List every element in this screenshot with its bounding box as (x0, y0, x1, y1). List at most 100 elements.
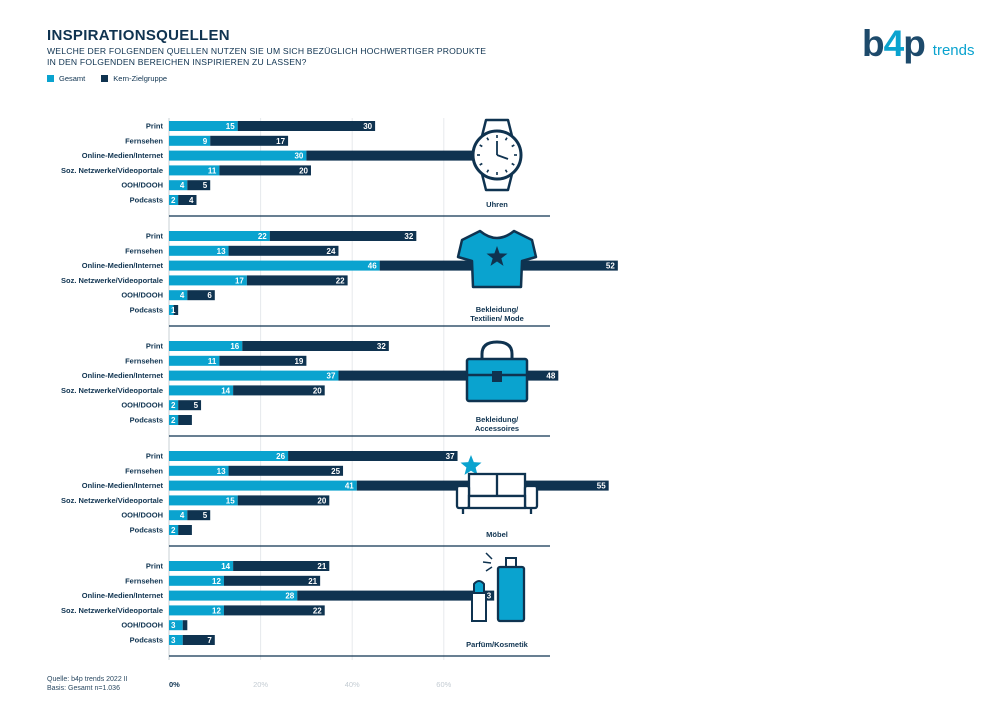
panel-label: Möbel (486, 530, 508, 539)
value-label-kern: 21 (308, 577, 317, 586)
value-label-kern: 32 (404, 232, 413, 241)
bar-kern (182, 620, 188, 631)
b4p-logo: b4p trends (862, 23, 975, 64)
value-label-gesamt: 13 (217, 467, 226, 476)
bar-kern (306, 150, 513, 161)
bar-kern (187, 290, 215, 301)
value-label-gesamt: 13 (217, 247, 226, 256)
bar-kern (178, 415, 192, 425)
panel-label: Accessoires (475, 424, 519, 433)
bar-category-label: Print (146, 562, 164, 571)
bar-category-label: Fernsehen (125, 246, 163, 255)
bar-kern (178, 525, 192, 535)
bar-category-label: Online-Medien/Internet (82, 591, 164, 600)
bar-kern (178, 195, 197, 205)
bar-kern (269, 231, 417, 241)
bar-gesamt (169, 495, 238, 506)
value-label-kern: 37 (446, 452, 455, 461)
bar-category-label: OOH/DOOH (121, 511, 163, 520)
bar-category-label: Soz. Netzwerke/Videoportale (61, 166, 163, 175)
bar-category-label: Fernsehen (125, 356, 163, 365)
legend-label-gesamt: Gesamt (59, 74, 86, 83)
value-label-gesamt: 4 (180, 181, 185, 190)
value-label-gesamt: 2 (171, 526, 176, 535)
legend-swatch-gesamt (47, 75, 54, 82)
bar-gesamt (169, 275, 247, 286)
panel-label: Textilien/ Mode (470, 314, 524, 323)
value-label-gesamt: 11 (208, 166, 217, 175)
value-label-kern: 5 (203, 511, 208, 520)
x-tick-label: 20% (253, 680, 268, 689)
value-label-kern: 1 (180, 306, 185, 315)
value-label-gesamt: 37 (327, 372, 336, 381)
bar-gesamt (169, 290, 188, 301)
bar-category-label: Print (146, 122, 164, 131)
bar-gesamt (169, 480, 357, 491)
value-label-kern: 55 (597, 482, 606, 491)
bar-gesamt (169, 561, 234, 571)
watch-icon (471, 118, 523, 192)
value-label-gesamt: 15 (226, 122, 235, 131)
bar-kern (223, 605, 325, 616)
perfume-lipstick-icon (471, 552, 526, 623)
bar-kern (246, 275, 348, 286)
value-label-kern: 19 (294, 357, 303, 366)
bar-category-label: Print (146, 232, 164, 241)
bar-category-label: Fernsehen (125, 576, 163, 585)
page-title: INSPIRATIONSQUELLEN (47, 27, 230, 44)
bar-gesamt (169, 121, 238, 131)
value-label-gesamt: 14 (221, 386, 230, 395)
value-label-gesamt: 2 (171, 401, 176, 410)
value-label-kern: 3 (194, 416, 199, 425)
legend-item-gesamt: Gesamt (47, 74, 85, 83)
value-label-gesamt: 11 (208, 357, 217, 366)
value-label-kern: 6 (207, 291, 212, 300)
bar-kern (187, 180, 211, 191)
value-label-kern: 3 (194, 526, 199, 535)
legend: Gesamt Kern-Zielgruppe (47, 74, 183, 83)
value-label-gesamt: 14 (221, 562, 230, 571)
bar-category-label: Podcasts (130, 636, 163, 645)
bar-gesamt (169, 355, 220, 366)
bar-category-label: Soz. Netzwerke/Videoportale (61, 606, 163, 615)
basis-line: Basis: Gesamt n=1.036 (47, 685, 120, 692)
value-label-kern: 24 (327, 247, 336, 256)
bar-gesamt (169, 575, 224, 586)
source-note: Quelle: b4p trends 2022 II Basis: Gesamt… (47, 675, 128, 693)
value-label-gesamt: 2 (171, 416, 176, 425)
bar-category-label: OOH/DOOH (121, 401, 163, 410)
bar-category-label: Fernsehen (125, 466, 163, 475)
bar-kern (233, 385, 325, 396)
bar-gesamt (169, 165, 220, 176)
bar-gesamt (169, 451, 289, 461)
bar-category-label: OOH/DOOH (121, 621, 163, 630)
panel-label: Parfüm/Kosmetik (466, 640, 529, 649)
value-label-kern: 52 (606, 262, 615, 271)
bar-kern (237, 495, 330, 506)
bar-kern (210, 135, 289, 146)
bar-gesamt (169, 260, 380, 271)
bar-kern (223, 575, 321, 586)
bar-gesamt (169, 195, 179, 205)
bar-kern (297, 590, 495, 601)
value-label-gesamt: 28 (285, 592, 294, 601)
bar-gesamt (169, 465, 229, 476)
value-label-kern: 1 (189, 621, 194, 630)
x-tick-label: 0% (169, 680, 180, 689)
logo-p: p (903, 23, 926, 64)
x-tick-label: 60% (436, 680, 451, 689)
bar-category-label: Soz. Netzwerke/Videoportale (61, 276, 163, 285)
bar-category-label: OOH/DOOH (121, 181, 163, 190)
value-label-kern: 22 (313, 606, 322, 615)
bar-gesamt (169, 135, 211, 146)
bar-kern (187, 510, 211, 521)
value-label-kern: 22 (336, 276, 345, 285)
bar-category-label: Online-Medien/Internet (82, 151, 164, 160)
value-label-kern: 5 (194, 401, 199, 410)
logo-trends: trends (932, 42, 975, 59)
bar-kern (228, 245, 339, 256)
bar-category-label: Podcasts (130, 196, 163, 205)
value-label-gesamt: 17 (235, 276, 244, 285)
bar-category-label: Online-Medien/Internet (82, 371, 164, 380)
bar-gesamt (169, 180, 188, 191)
